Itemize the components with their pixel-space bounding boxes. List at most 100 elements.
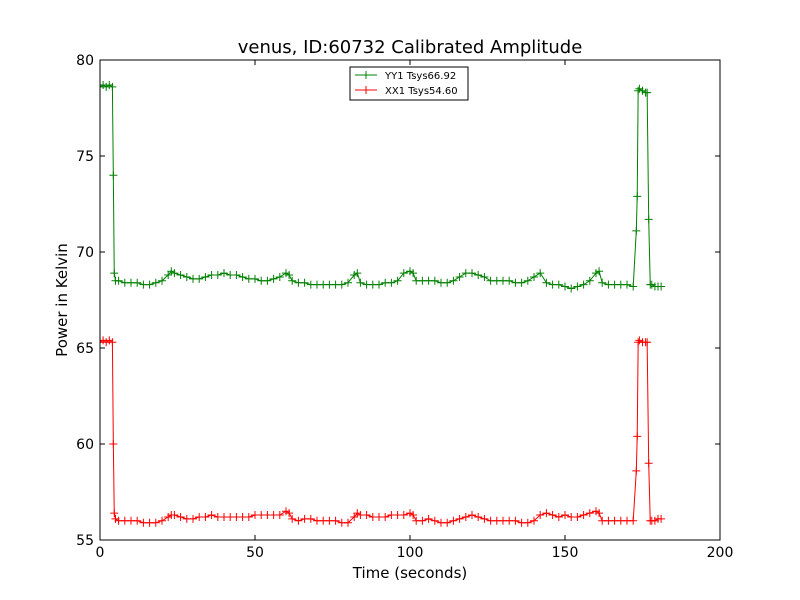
- series-1-point: [189, 514, 197, 523]
- y-axis-label: Power in Kelvin: [53, 243, 71, 357]
- series-0-point: [133, 278, 142, 287]
- series-0-point: [455, 272, 464, 281]
- legend-label-0: YY1 Tsys66.92: [384, 71, 456, 82]
- series-0-point: [176, 271, 185, 280]
- series-1-point: [244, 512, 253, 521]
- series-0-point: [195, 274, 204, 283]
- series-1-point: [573, 512, 582, 521]
- series-0-point: [530, 272, 538, 281]
- y-tick-label: 70: [76, 245, 94, 261]
- series-1-point: [468, 511, 476, 520]
- series-0-point: [561, 282, 569, 291]
- series-0-point: [375, 280, 383, 289]
- series-0-point: [632, 226, 641, 235]
- series-1-point: [523, 518, 532, 527]
- series-0-point: [238, 272, 247, 281]
- series-1-point: [151, 518, 160, 527]
- series-0-point: [409, 269, 418, 278]
- series-1-point: [109, 440, 118, 448]
- series-0-point: [598, 278, 607, 287]
- series-0-point: [387, 278, 396, 287]
- series-1-point: [275, 511, 284, 520]
- series-0-point: [399, 269, 408, 278]
- legend-box: [349, 66, 469, 101]
- series-1-point: [344, 518, 352, 527]
- series-1-point: [170, 511, 179, 520]
- series-0-point: [480, 272, 489, 281]
- legend-label-1: XX1 Tsys54.60: [385, 86, 458, 97]
- series-0-point: [263, 276, 272, 285]
- series-1-point: [294, 516, 303, 525]
- y-tick-label: 80: [76, 53, 94, 69]
- series-0-point: [579, 280, 588, 289]
- series-0-point: [474, 271, 483, 280]
- series-1-point: [643, 338, 652, 347]
- series-0-point: [356, 278, 365, 287]
- y-tick-label: 60: [76, 437, 94, 453]
- series-0-point: [542, 278, 551, 287]
- series-0-point: [220, 269, 228, 278]
- series-1-point: [480, 514, 489, 523]
- series-0-point: [344, 278, 352, 287]
- series-0-point: [573, 282, 582, 291]
- y-tick-label: 75: [76, 149, 94, 165]
- legend-marker-0: [362, 71, 370, 79]
- series-0-point: [285, 271, 294, 280]
- series-1-point: [561, 511, 569, 520]
- series-0-point: [170, 269, 179, 278]
- series-0-point: [251, 274, 259, 283]
- series-1-point: [176, 512, 185, 521]
- series-1-point: [207, 511, 216, 520]
- series-0-point: [114, 276, 123, 285]
- series-0-point: [108, 82, 117, 91]
- series-1-point: [424, 514, 433, 523]
- series-0-point: [213, 271, 222, 280]
- series-1-point: [110, 509, 119, 518]
- series-1-point: [399, 511, 408, 520]
- series-0-point: [643, 88, 652, 97]
- series-1-point: [511, 516, 520, 525]
- x-tick-label: 150: [552, 545, 579, 561]
- series-1-point: [418, 516, 427, 525]
- series-1-point: [430, 516, 439, 525]
- series-1-point: [158, 516, 166, 525]
- series-1-point: [536, 511, 545, 520]
- series-1-point: [331, 516, 340, 525]
- series-0-point: [393, 276, 402, 285]
- series-0-point: [633, 192, 642, 201]
- series-0-point: [201, 272, 210, 281]
- series-0-point: [158, 276, 166, 285]
- series-0-point: [109, 171, 118, 180]
- series-1-point: [133, 516, 142, 525]
- series-0-point: [657, 282, 666, 291]
- series-0-point: [517, 278, 526, 287]
- series-1-point: [585, 509, 594, 518]
- x-axis-label: Time (seconds): [352, 564, 468, 582]
- series-0-point: [629, 282, 638, 291]
- series-1-point: [306, 514, 315, 523]
- series-1-point: [449, 516, 458, 525]
- series-0-point: [585, 276, 594, 285]
- series-0-point: [623, 280, 631, 289]
- series-group: [100, 80, 666, 527]
- series-0-point: [145, 280, 154, 289]
- series-0-point: [288, 276, 297, 285]
- series-1-point: [595, 509, 604, 518]
- series-0-point: [644, 215, 653, 224]
- series-1-point: [285, 509, 294, 518]
- series-0-point: [110, 269, 119, 278]
- series-0-point: [300, 278, 309, 287]
- series-0-point: [468, 269, 476, 278]
- series-0-point: [151, 278, 160, 287]
- series-1-point: [554, 512, 563, 521]
- series-1-point: [461, 512, 470, 521]
- series-1-point: [381, 512, 390, 521]
- series-0-point: [353, 269, 362, 278]
- series-1-point: [443, 518, 452, 527]
- series-1-point: [108, 338, 117, 347]
- series-1-point: [542, 509, 551, 518]
- series-0-point: [595, 267, 604, 276]
- series-0-point: [232, 271, 241, 280]
- series-0-point: [182, 272, 191, 281]
